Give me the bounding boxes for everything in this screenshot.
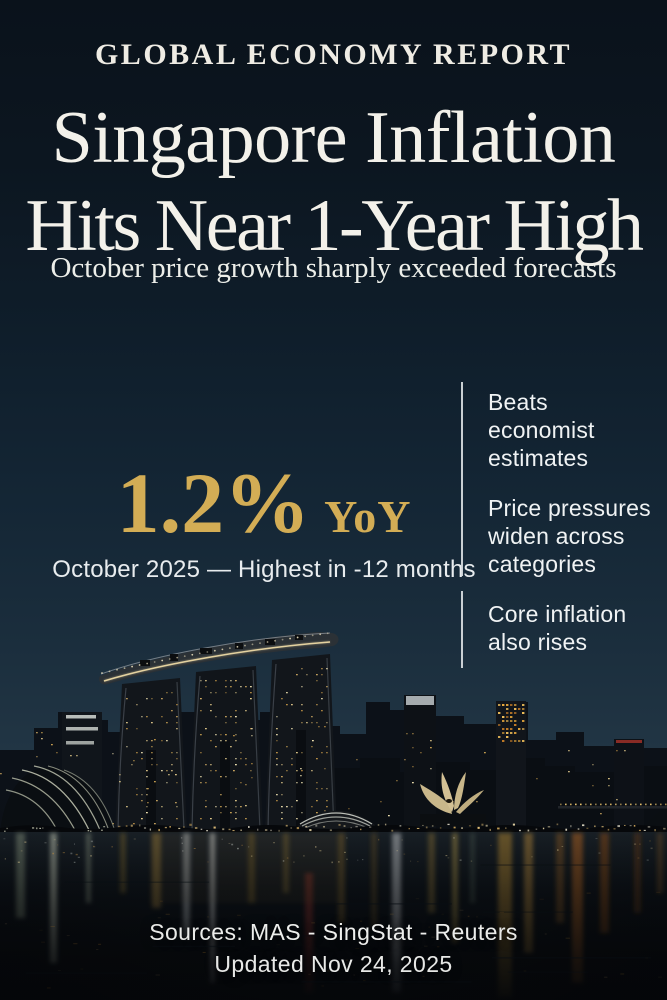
marina-bay-night-photo: [0, 632, 667, 1000]
stat-value: 1.2%: [116, 455, 311, 551]
stat-line: 1.2% YoY: [52, 460, 476, 546]
waterfront-bridge: [558, 806, 667, 809]
stat-unit: YoY: [324, 491, 412, 542]
highlights-list: Beats economist estimates Price pressure…: [488, 388, 660, 678]
kicker: GLOBAL ECONOMY REPORT: [94, 38, 573, 71]
white-top-tower: [404, 695, 436, 836]
headline-line-1: Singapore Inflation: [51, 97, 616, 179]
stat-caption: October 2025 — Highest in -12 months: [52, 556, 476, 583]
sources-line: Sources: MAS - SingStat - Reuters: [149, 919, 518, 945]
headline-line-2: Hits Near 1-Year High: [25, 185, 644, 267]
vertical-divider: [461, 382, 463, 668]
red-roof-tower: [614, 739, 644, 836]
artscience-museum: [420, 772, 486, 826]
esplanade-dome: [298, 810, 375, 830]
headline: Singapore Inflation Hits Near 1-Year Hig…: [0, 94, 667, 270]
marina-bay-sands-towers: [115, 654, 337, 832]
amber-crown-tower: [496, 701, 526, 836]
updated-line: Updated Nov 24, 2025: [214, 951, 453, 977]
highlight-item: Beats economist estimates: [488, 389, 595, 471]
stat-block: 1.2% YoY October 2025 — Highest in -12 m…: [52, 460, 476, 584]
window-lights: [0, 668, 626, 831]
water-sparkles: [3, 837, 663, 989]
marina-bay-sands-skypark: [98, 632, 339, 685]
highlight-item: Price pressures widen across categories: [488, 495, 651, 577]
highlight-item: Core inflation also rises: [488, 601, 627, 655]
flower-dome: [0, 765, 116, 833]
subtitle: October price growth sharply exceeded fo…: [50, 252, 617, 284]
shoreline-lights: [4, 632, 667, 833]
